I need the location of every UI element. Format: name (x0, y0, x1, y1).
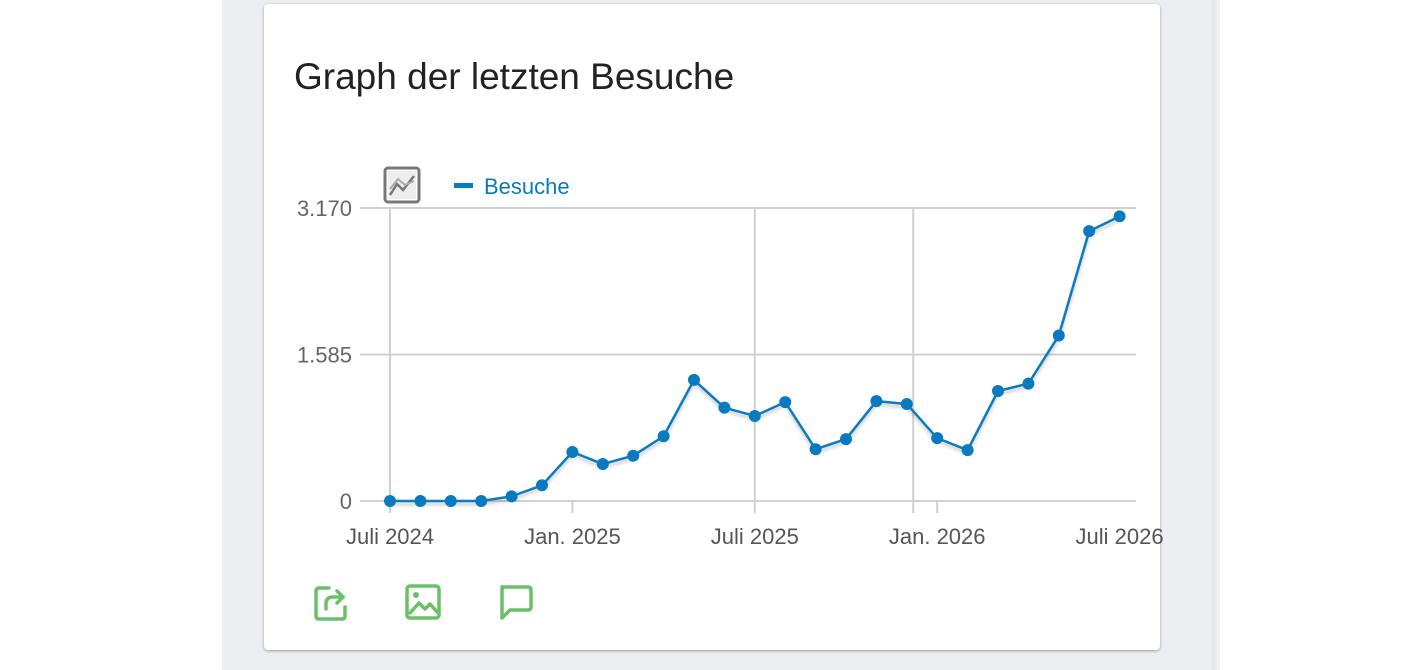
chart-series (384, 210, 1126, 507)
share-icon (314, 586, 347, 621)
x-tick-label: Juli 2024 (346, 524, 434, 549)
data-point (900, 397, 913, 410)
data-point (779, 396, 792, 409)
data-point (1022, 377, 1035, 390)
data-point (748, 409, 761, 422)
visits-graph-card: Graph der letzten Besuche Besuche 0 1.585… (264, 4, 1164, 650)
y-tick-label: 1.585 (297, 343, 352, 368)
data-point (1083, 225, 1096, 238)
data-point (657, 430, 670, 443)
x-tick-label: Juli 2026 (1076, 524, 1164, 549)
annotation-button[interactable] (496, 582, 534, 622)
data-point (536, 479, 548, 492)
data-point (809, 443, 822, 456)
data-point (870, 395, 883, 408)
comment-icon (500, 585, 533, 620)
data-point (931, 432, 944, 445)
data-point (566, 446, 579, 459)
data-point (718, 401, 731, 414)
image-icon (405, 584, 441, 620)
data-point (688, 373, 700, 386)
chart-axis-labels: 0 1.585 3.170 Juli 2024 Jan. 2025 Juli 2025 Ja… (297, 196, 1164, 549)
data-point (627, 449, 640, 462)
y-tick-label: 3.170 (297, 196, 352, 221)
visits-line-chart: Besuche 0 1.585 3.170 Juli 2024 Jan. 2025 Jul… (297, 166, 1164, 549)
data-point (444, 495, 457, 507)
legend-item-besuche[interactable]: Besuche (454, 174, 570, 199)
x-tick-label: Juli 2025 (711, 524, 799, 549)
data-point (961, 444, 974, 457)
export-button[interactable] (312, 582, 350, 622)
data-point (596, 458, 609, 471)
save-image-button[interactable] (404, 582, 442, 622)
card-title: Graph der letzten Besuche (294, 56, 735, 97)
legend-swatch (454, 183, 473, 188)
line-chart-icon[interactable] (383, 166, 421, 204)
chart-grid (360, 207, 1136, 513)
data-point (992, 385, 1004, 398)
data-point (414, 495, 427, 507)
data-point (475, 495, 488, 507)
x-tick-label: Jan. 2025 (524, 524, 621, 549)
data-point (1052, 329, 1065, 342)
legend-label: Besuche (484, 174, 570, 199)
data-point (840, 433, 852, 446)
data-point (505, 490, 518, 503)
chart-footer-actions (312, 582, 534, 626)
column-shadow (1212, 0, 1220, 670)
data-point (384, 495, 396, 507)
x-tick-label: Jan. 2026 (889, 524, 986, 549)
data-point (1113, 210, 1126, 223)
y-tick-label: 0 (340, 489, 352, 514)
